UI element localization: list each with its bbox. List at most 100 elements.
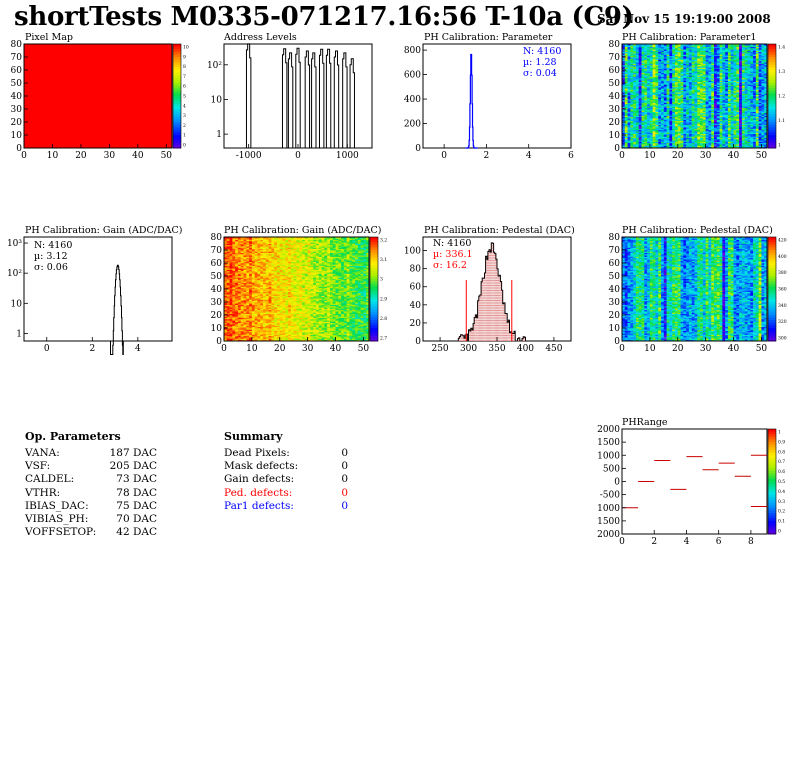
heatmap-cell: [663, 111, 667, 114]
heatmap-cell: [622, 129, 626, 132]
heatmap-cell: [700, 84, 704, 86]
heatmap-cell: [736, 45, 740, 47]
heatmap-cell: [677, 54, 681, 57]
heatmap-cell: [627, 80, 631, 83]
heatmap-cell: [761, 67, 765, 70]
heatmap-cell: [714, 99, 718, 102]
heatmap-cell: [641, 73, 645, 76]
heatmap-cell: [758, 106, 762, 109]
heatmap-cell: [691, 76, 695, 79]
heatmap-cell: [240, 239, 244, 242]
heatmap-cell: [761, 76, 765, 79]
heatmap-cell: [711, 132, 715, 135]
heatmap-cell: [697, 72, 701, 75]
heatmap-cell: [753, 73, 757, 76]
heatmap-cell: [237, 317, 242, 320]
heatmap-cell: [652, 106, 656, 109]
heatmap-cell: [674, 98, 679, 101]
heatmap-cell: [683, 127, 687, 129]
heatmap-cell: [633, 106, 637, 109]
color-scale-cell: [768, 109, 776, 113]
heatmap-cell: [655, 85, 659, 88]
heatmap-cell: [691, 53, 695, 55]
heatmap-cell: [750, 115, 754, 118]
heatmap-cell: [700, 92, 704, 94]
heatmap-cell: [638, 90, 642, 93]
heatmap-cell: [666, 71, 670, 73]
heatmap-cell: [683, 137, 687, 140]
heatmap-cell: [758, 103, 762, 106]
heatmap-cell: [649, 60, 654, 63]
heatmap-cell: [641, 133, 645, 136]
heatmap-cell: [655, 136, 659, 138]
heatmap-cell: [680, 83, 684, 85]
heatmap-cell: [622, 55, 626, 58]
heatmap-cell: [243, 296, 247, 299]
heatmap-cell: [708, 59, 712, 62]
color-scale-cell: [173, 116, 181, 120]
heatmap-cell: [691, 49, 695, 51]
heatmap-cell: [226, 309, 230, 312]
heatmap-cell: [224, 334, 228, 337]
heatmap-cell: [638, 93, 642, 96]
heatmap-cell: [725, 137, 729, 140]
heatmap-cell: [733, 94, 737, 97]
heatmap-cell: [750, 145, 754, 148]
heatmap-cell: [739, 110, 743, 112]
heatmap-cell: [627, 75, 631, 77]
heatmap-cell: [716, 118, 720, 120]
heatmap-cell: [633, 68, 637, 71]
heatmap-cell: [725, 88, 729, 90]
heatmap-cell: [624, 105, 628, 107]
heatmap-cell: [739, 138, 743, 141]
heatmap-cell: [755, 51, 759, 54]
heatmap-cell: [647, 62, 651, 64]
heatmap-cell: [649, 128, 654, 131]
heatmap-cell: [663, 62, 667, 64]
heatmap-cell: [235, 277, 239, 279]
timestamp: Sat Nov 15 19:19:00 2008: [597, 12, 771, 26]
heatmap-cell: [761, 53, 765, 55]
heatmap-cell: [683, 85, 687, 88]
heatmap-cell: [750, 77, 754, 80]
heatmap-cell: [635, 111, 640, 114]
heatmap-cell: [694, 86, 698, 89]
heatmap-cell: [240, 312, 244, 315]
heatmap-cell: [683, 88, 687, 90]
heatmap-cell: [764, 125, 768, 128]
heatmap-cell: [624, 67, 628, 70]
heatmap-cell: [688, 47, 693, 50]
heatmap-cell: [753, 125, 757, 128]
heatmap-cell: [688, 128, 693, 131]
heatmap-cell: [747, 60, 751, 63]
heatmap-cell: [641, 131, 645, 133]
heatmap-cell: [630, 84, 634, 86]
heatmap-cell: [758, 116, 762, 119]
heatmap-cell: [229, 338, 233, 341]
heatmap-cell: [753, 122, 757, 124]
heatmap-cell: [758, 110, 762, 112]
heatmap-cell: [240, 277, 244, 279]
heatmap-cell: [624, 75, 628, 77]
heatmap-cell: [683, 131, 687, 133]
heatmap-cell: [686, 73, 690, 76]
heatmap-cell: [652, 60, 656, 63]
heatmap-cell: [677, 99, 681, 102]
heatmap-cell: [716, 53, 720, 55]
heatmap-cell: [663, 79, 667, 81]
heatmap-cell: [694, 141, 698, 144]
heatmap-cell: [730, 138, 734, 141]
heatmap-cell: [733, 55, 737, 58]
heatmap-cell: [240, 268, 244, 270]
heatmap-cell: [652, 96, 656, 98]
heatmap-cell: [719, 85, 723, 88]
color-scale-cell: [768, 54, 776, 58]
heatmap-cell: [630, 119, 634, 122]
heatmap-cell: [683, 53, 687, 55]
histogram-peak: [342, 52, 348, 148]
heatmap-cell: [744, 111, 748, 114]
heatmap-cell: [722, 90, 726, 93]
heatmap-cell: [647, 132, 651, 135]
heatmap-cell: [750, 105, 754, 107]
heatmap-cell: [694, 53, 698, 55]
